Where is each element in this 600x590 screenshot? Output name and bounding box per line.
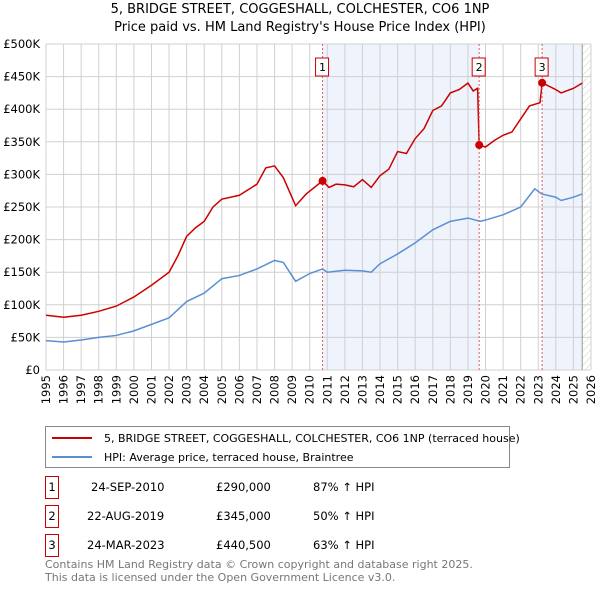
x-tick-label: 2005: [215, 375, 229, 404]
x-tick-label: 1995: [39, 375, 53, 404]
footer: Contains HM Land Registry data © Crown c…: [45, 558, 473, 584]
x-tick-label: 2022: [514, 375, 528, 404]
footer-licence: This data is licensed under the Open Gov…: [45, 571, 396, 584]
x-tick-label: 2014: [373, 375, 387, 404]
sale-price: £440,500: [216, 538, 271, 552]
x-tick-label: 2024: [549, 375, 563, 404]
x-tick-label: 1996: [57, 375, 71, 404]
x-tick-label: 2002: [162, 375, 176, 404]
legend: 5, BRIDGE STREET, COGGESHALL, COLCHESTER…: [45, 426, 520, 468]
hpi-line: [45, 187, 583, 343]
x-tick-label: 2019: [461, 375, 475, 404]
legend-swatch-property: [52, 437, 92, 439]
sale-marker-box: [534, 57, 549, 77]
sale-marker-label: 2: [45, 505, 59, 528]
sale-marker-label: 2: [476, 61, 483, 74]
sale-marker-box: [315, 57, 330, 77]
x-tick-label: 1997: [74, 375, 88, 404]
sale-hpi: 87% ↑ HPI: [313, 480, 375, 494]
x-tick-label: 1998: [92, 375, 106, 404]
sale-point: [538, 78, 547, 87]
y-tick-label: £400K: [3, 102, 40, 116]
x-tick-label: 2008: [268, 375, 282, 404]
chart-title: 5, BRIDGE STREET, COGGESHALL, COLCHESTER…: [110, 2, 490, 17]
x-tick-label: 2000: [127, 375, 141, 404]
x-tick-label: 2020: [479, 375, 493, 404]
x-tick-label: 2017: [426, 375, 440, 404]
x-tick-label: 2021: [496, 375, 510, 404]
chart-subtitle: Price paid vs. HM Land Registry's House …: [114, 20, 486, 35]
y-tick-label: £0: [25, 363, 40, 377]
y-tick-label: £350K: [3, 135, 40, 149]
sale-marker-label: 1: [319, 61, 326, 74]
y-tick-label: £500K: [3, 37, 40, 51]
x-tick-label: 2004: [197, 375, 211, 404]
sale-point: [318, 176, 327, 185]
sale-hpi: 63% ↑ HPI: [313, 538, 375, 552]
sale-price: £345,000: [216, 509, 271, 523]
sale-marker-label: 1: [45, 476, 59, 499]
sale-marker-box: [471, 57, 486, 77]
y-tick-label: £150K: [3, 265, 40, 279]
x-tick-label: 2015: [391, 375, 405, 404]
sale-point: [475, 141, 484, 150]
plot-area: 1995 1996 1997 1998 1999 2000 2001 2002 2003 2004…: [3, 37, 598, 404]
sale-price: £290,000: [216, 480, 271, 494]
sale-row: 2 22-AUG-2019 £345,000 50% ↑ HPI: [45, 505, 545, 528]
sale-row: 1 24-SEP-2010 £290,000 87% ↑ HPI: [45, 476, 545, 499]
legend-label-hpi: HPI: Average price, terraced house, Brai…: [104, 450, 354, 464]
x-tick-label: 2016: [408, 375, 422, 404]
property-price-line: [45, 81, 583, 318]
y-tick-label: £250K: [3, 200, 40, 214]
y-tick-label: £50K: [11, 330, 41, 344]
x-tick-label: 2007: [250, 375, 264, 404]
y-tick-label: £300K: [3, 167, 40, 181]
x-tick-label: 1999: [109, 375, 123, 404]
y-tick-label: £450K: [3, 70, 40, 84]
footer-copyright: Contains HM Land Registry data © Crown c…: [45, 558, 473, 571]
x-tick-label: 2026: [584, 375, 598, 404]
x-tick-label: 2009: [285, 375, 299, 404]
x-tick-label: 2006: [232, 375, 246, 404]
x-tick-label: 2018: [443, 375, 457, 404]
sale-row: 3 24-MAR-2023 £440,500 63% ↑ HPI: [45, 534, 545, 557]
x-tick-label: 2001: [144, 375, 158, 404]
y-tick-label: £200K: [3, 233, 40, 247]
sale-hpi: 50% ↑ HPI: [313, 509, 375, 523]
x-tick-label: 2003: [180, 375, 194, 404]
x-tick-label: 2011: [320, 375, 334, 404]
sale-date: 22-AUG-2019: [87, 509, 165, 523]
sale-date: 24-MAR-2023: [87, 538, 165, 552]
sale-marker-label: 3: [45, 534, 59, 557]
sale-marker-label: 3: [539, 61, 546, 74]
x-tick-label: 2023: [531, 375, 545, 404]
legend-swatch-hpi: [52, 456, 92, 458]
x-tick-label: 2010: [303, 375, 317, 404]
y-tick-label: £100K: [3, 298, 40, 312]
x-tick-label: 2025: [566, 375, 580, 404]
x-tick-label: 2013: [355, 375, 369, 404]
x-tick-label: 2012: [338, 375, 352, 404]
legend-label-property: 5, BRIDGE STREET, COGGESHALL, COLCHESTER…: [104, 431, 520, 445]
sale-date: 24-SEP-2010: [91, 480, 165, 494]
